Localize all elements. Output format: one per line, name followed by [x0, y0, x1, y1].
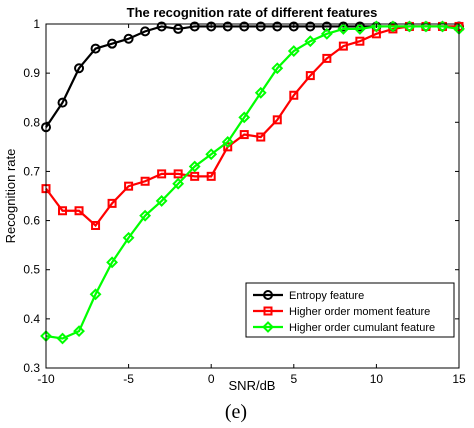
data-point	[239, 130, 249, 140]
y-tick-label: 0.4	[23, 312, 40, 326]
series-3	[40, 20, 465, 345]
data-point	[173, 169, 183, 179]
data-point	[304, 35, 317, 48]
y-tick-label: 0.7	[23, 164, 40, 178]
data-point	[289, 90, 299, 100]
data-point	[124, 181, 134, 191]
data-point	[122, 231, 135, 244]
legend: Entropy feature Higher order moment featu…	[245, 282, 455, 338]
data-point	[107, 38, 118, 49]
data-point	[205, 148, 218, 161]
legend-label: Higher order cumulant feature	[289, 322, 435, 334]
data-point	[140, 26, 151, 37]
data-point	[238, 111, 251, 124]
data-point	[223, 142, 233, 152]
axes-box	[45, 23, 460, 369]
data-point	[272, 115, 282, 125]
data-point	[190, 171, 200, 181]
data-point	[58, 206, 68, 216]
data-point	[222, 21, 233, 32]
y-axis-label: Recognition rate	[3, 149, 18, 244]
x-tick-label: 5	[290, 372, 297, 386]
data-point	[56, 332, 69, 345]
x-axis-ticks: -10 -5 0 5 10 15	[37, 24, 466, 386]
data-point	[287, 45, 300, 57]
legend-marker	[263, 306, 273, 316]
data-point	[271, 62, 284, 75]
x-axis-label: SNR/dB	[229, 378, 276, 393]
data-point	[189, 21, 200, 32]
x-tick-label: 15	[452, 372, 466, 386]
data-point	[239, 21, 250, 32]
data-point	[107, 198, 117, 208]
data-point	[173, 23, 184, 34]
x-tick-label: -10	[37, 372, 55, 386]
y-tick-label: 0.9	[23, 66, 40, 80]
data-point	[338, 21, 349, 32]
data-point	[172, 177, 185, 190]
data-point	[91, 220, 101, 230]
data-point	[139, 209, 152, 222]
data-point	[140, 176, 150, 186]
data-point	[353, 23, 366, 35]
data-point	[436, 20, 449, 33]
data-point	[73, 325, 85, 338]
data-point	[123, 33, 134, 44]
data-point	[256, 132, 266, 142]
data-point	[387, 20, 399, 33]
x-tick-label: 10	[370, 372, 384, 386]
y-axis-ticks: 0.3 0.4 0.5 0.6 0.7 0.8 0.9 1	[23, 17, 459, 375]
series-layer	[40, 20, 465, 345]
y-tick-label: 0.6	[23, 214, 40, 228]
data-point	[206, 171, 216, 181]
data-point	[337, 23, 350, 35]
data-point	[288, 21, 299, 32]
data-point	[403, 20, 416, 33]
data-point	[90, 43, 101, 54]
data-point	[156, 21, 167, 32]
data-point	[305, 71, 315, 81]
data-point	[370, 20, 383, 33]
data-point	[338, 41, 348, 51]
data-point	[255, 21, 266, 32]
legend-label: Higher order moment feature	[289, 306, 430, 318]
x-tick-label: 0	[208, 372, 215, 386]
y-tick-label: 0.3	[23, 361, 40, 375]
legend-marker	[263, 290, 273, 300]
data-point	[206, 21, 217, 32]
data-point	[155, 195, 168, 207]
chart-title: The recognition rate of different featur…	[127, 5, 378, 20]
data-point	[157, 169, 167, 179]
data-point	[305, 21, 316, 32]
legend-label: Entropy feature	[289, 290, 364, 302]
y-tick-label: 0.5	[23, 263, 40, 277]
legend-marker	[262, 321, 274, 333]
data-point	[74, 63, 85, 74]
x-tick-label: -5	[123, 372, 134, 386]
data-point	[254, 86, 267, 99]
data-point	[74, 206, 84, 216]
data-point	[221, 136, 234, 148]
data-point	[106, 256, 118, 269]
data-point	[272, 21, 283, 32]
data-point	[89, 288, 102, 301]
panel-label: (e)	[225, 401, 247, 423]
data-point	[188, 160, 201, 173]
y-tick-label: 1	[33, 17, 40, 31]
data-point	[355, 36, 365, 46]
data-point	[57, 97, 68, 108]
series-line	[45, 25, 460, 340]
y-tick-label: 0.8	[23, 115, 40, 129]
data-point	[354, 21, 365, 32]
data-point	[320, 27, 333, 40]
data-point	[420, 20, 432, 33]
data-point	[322, 53, 332, 63]
